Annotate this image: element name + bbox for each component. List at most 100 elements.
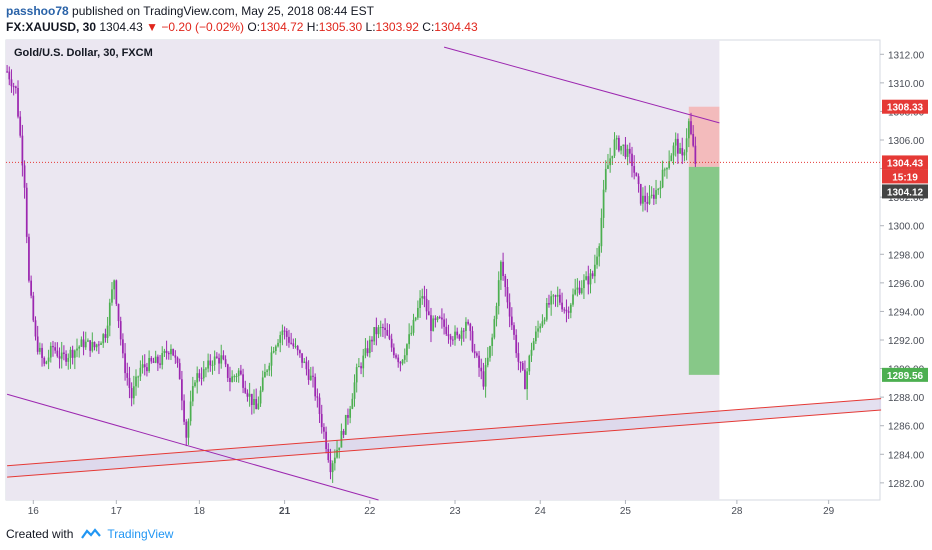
candle-body [84,341,87,348]
candle-body [519,361,522,364]
last-price-label-bg [882,155,928,170]
candle-body [657,188,660,191]
y-tick-label: 1292.00 [888,336,925,347]
candle-body [102,334,105,344]
candle-body [87,340,89,342]
candle-body [347,415,349,418]
candle-body [191,386,194,402]
candle-body [38,347,41,352]
candle-body [510,316,513,326]
candle-body [56,350,59,357]
high-value: 1305.30 [318,20,363,34]
tradingview-brand-link[interactable]: TradingView [107,527,174,541]
candle-body [215,356,218,358]
chart-title: Gold/U.S. Dollar, 30, FXCM [14,47,153,59]
candle-body [21,135,24,166]
candle-body [550,296,553,305]
candle-body [421,296,424,299]
candle-body [209,360,212,366]
candle-body [486,357,489,366]
candle-body [342,430,345,435]
candle-body [373,327,376,342]
candle-body [65,353,67,362]
author-link[interactable]: passhoo78 [6,4,69,18]
candle-body [677,138,679,154]
lower-trendline [6,393,379,501]
candle-body [14,86,17,88]
candle-body [576,287,579,290]
open-label: O: [247,20,261,34]
candle-body [430,315,432,331]
candle-body [379,327,382,329]
candle-body [122,339,124,354]
candle-body [274,346,277,351]
candle-body [285,331,288,337]
candle-body [222,355,225,360]
candle-body [506,287,509,303]
candle-body [441,317,443,320]
candle-body [248,393,251,397]
created-with-text: Created with [6,527,74,541]
candle-body [108,302,111,326]
candle-body [224,359,227,365]
close-value: 1304.43 [434,20,478,34]
candle-body [270,352,273,366]
y-tick-label: 1298.00 [888,250,925,261]
candle-body [60,352,63,359]
candle-body [537,328,539,332]
candle-body [683,152,686,156]
candle-body [572,294,574,305]
candle-body [231,376,234,382]
candle-body [283,330,286,332]
candle-body [211,364,214,366]
candle-body [266,370,268,372]
candle-body [497,280,500,307]
change-value: ▼ −0.20 (−0.02%) [146,20,245,34]
candle-body [687,121,690,139]
candle-body [366,348,369,354]
candle-body [482,371,485,387]
y-tick-label: 1294.00 [888,307,925,318]
candle-body [113,280,116,290]
candle-body [19,116,22,136]
candle-body [296,346,299,351]
candle-body [290,342,293,344]
candle-body [233,376,236,378]
candle-body [543,319,546,322]
candle-body [644,195,646,202]
candle-body [569,304,572,313]
published-text: published on TradingView.com, May 25, 20… [72,4,375,18]
candle-body [165,350,168,354]
candle-body [115,280,118,304]
candle-body [82,339,85,348]
candle-body [559,294,561,303]
candle-body [28,236,30,281]
candle-body [528,355,531,372]
candle-body [602,189,605,218]
x-tick-label: 21 [279,506,291,517]
candle-body [235,376,238,378]
candle-body [299,350,301,354]
candle-body [205,368,207,370]
candle-body [668,161,671,168]
candle-body [513,325,515,335]
candle-body [670,155,673,162]
candle-body [478,355,480,368]
candle-body [316,396,319,398]
candle-body [567,311,570,313]
candle-body [183,400,185,422]
candle-body [600,217,603,247]
candle-body [526,371,528,390]
x-tick-label: 25 [620,506,632,517]
candle-body [679,148,681,154]
countdown-label: 15:19 [892,172,918,183]
candle-body [646,201,649,204]
candle-body [489,346,491,358]
candle-body [130,388,133,399]
ohlc-bar: FX:XAUUSD, 30 1304.43 ▼ −0.20 (−0.02%) O… [6,20,478,34]
candle-body [395,355,397,358]
candle-body [312,375,314,377]
candle-body [672,145,675,156]
candle-body [78,346,81,349]
